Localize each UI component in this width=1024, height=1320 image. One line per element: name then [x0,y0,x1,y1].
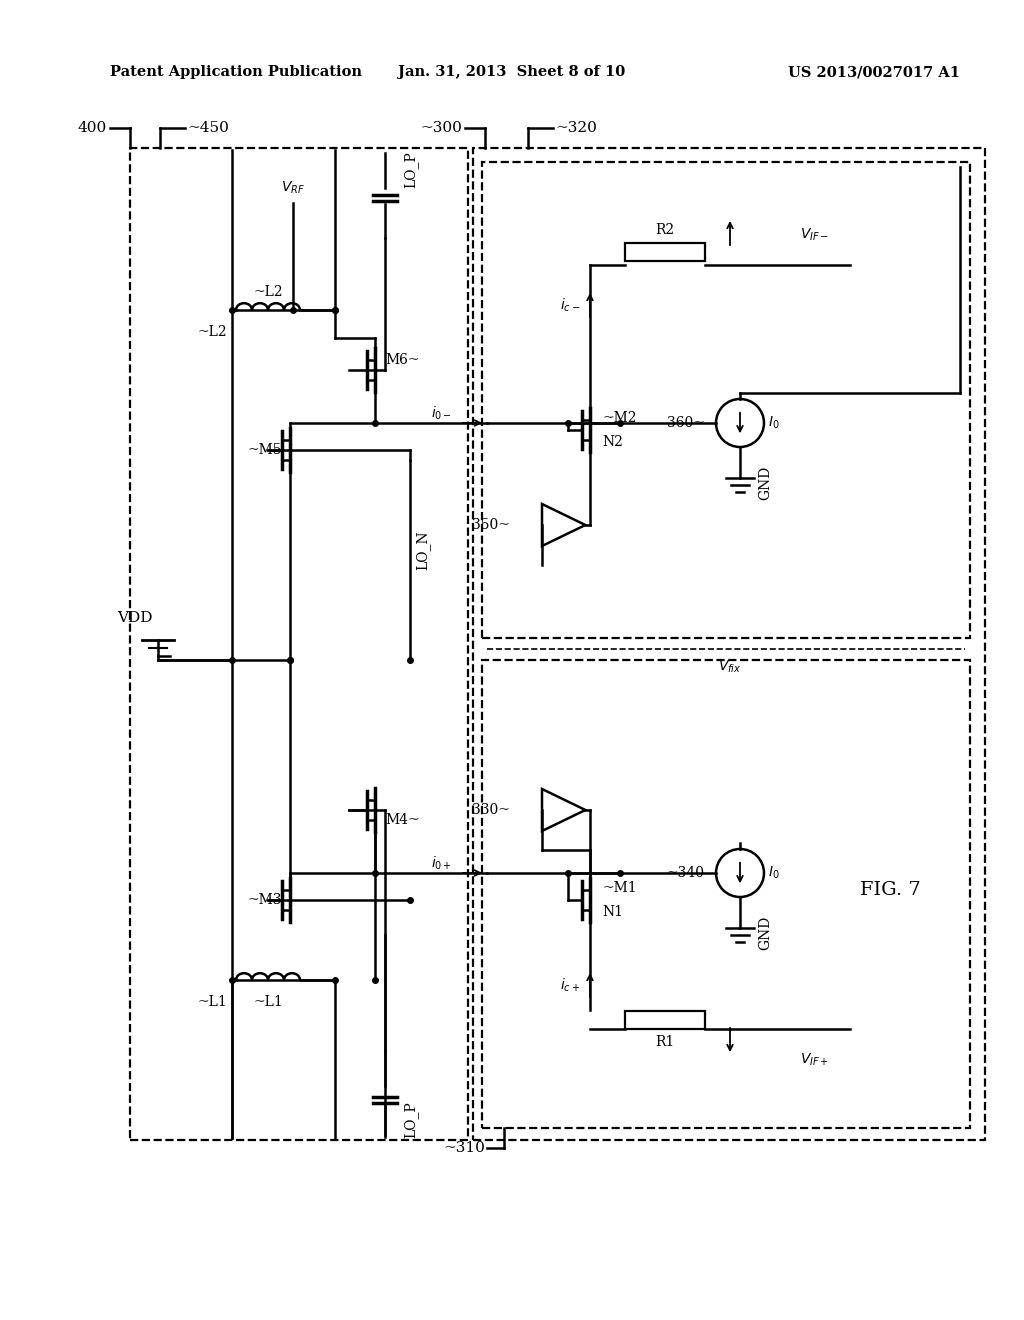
Text: M4~: M4~ [385,813,420,828]
Text: $i_{0+}$: $i_{0+}$ [431,854,452,871]
Text: $i_{c+}$: $i_{c+}$ [560,977,580,994]
Text: $V_{fix}$: $V_{fix}$ [718,659,741,676]
Text: N2: N2 [602,436,623,449]
Bar [130,148,468,1140]
Text: ~450: ~450 [187,121,229,135]
Text: ~310: ~310 [443,1140,485,1155]
Text: M6~: M6~ [385,352,420,367]
Text: ~L1: ~L1 [198,995,227,1008]
Text: US 2013/0027017 A1: US 2013/0027017 A1 [788,65,961,79]
Bar [473,148,985,1140]
Text: $V_{IF-}$: $V_{IF-}$ [800,227,829,243]
Text: $V_{RF}$: $V_{RF}$ [281,180,305,197]
Text: GND: GND [758,916,772,950]
Text: ~L2: ~L2 [253,285,283,300]
Text: ~340: ~340 [667,866,705,880]
Text: $i_{0-}$: $i_{0-}$ [431,404,452,421]
Text: ~M1: ~M1 [602,880,637,895]
Text: ~300: ~300 [420,121,462,135]
Text: $V_{IF+}$: $V_{IF+}$ [800,1052,828,1068]
Bar [482,162,970,638]
Text: ~M2: ~M2 [602,411,637,425]
Text: $i_{c-}$: $i_{c-}$ [560,296,580,314]
Text: GND: GND [758,466,772,500]
Text: Jan. 31, 2013  Sheet 8 of 10: Jan. 31, 2013 Sheet 8 of 10 [398,65,626,79]
Text: ~M3: ~M3 [248,894,282,907]
Text: LO_P: LO_P [403,152,418,189]
Text: 350~: 350~ [472,517,510,532]
Bar [625,243,705,261]
Text: 330~: 330~ [472,803,510,817]
Text: N1: N1 [602,906,623,919]
Text: 400: 400 [78,121,106,135]
Text: FIG. 7: FIG. 7 [859,880,921,899]
Bar [625,1011,705,1030]
Text: R2: R2 [655,223,675,238]
Text: $I_0$: $I_0$ [768,865,779,882]
Text: ~L2: ~L2 [198,325,227,339]
Text: ~320: ~320 [555,121,597,135]
Text: ~M5: ~M5 [248,444,282,457]
Text: Patent Application Publication: Patent Application Publication [110,65,362,79]
Bar [482,660,970,1129]
Text: 360~: 360~ [667,416,705,430]
Text: VDD: VDD [118,611,153,624]
Text: LO_P: LO_P [403,1102,418,1138]
Text: ~L1: ~L1 [253,995,283,1008]
Text: LO_N: LO_N [415,531,430,570]
Text: R1: R1 [655,1035,675,1049]
Text: $I_0$: $I_0$ [768,414,779,432]
